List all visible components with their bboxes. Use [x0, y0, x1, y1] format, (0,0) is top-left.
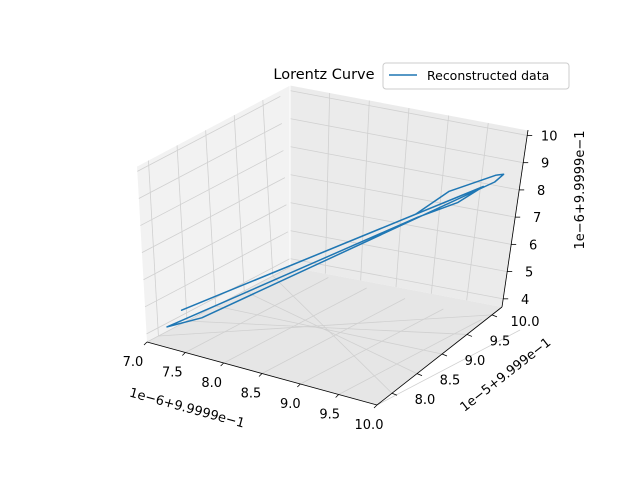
gridline-y-left	[233, 114, 245, 292]
gridline-y-left	[262, 99, 274, 277]
z-axis-label: 1e−6+9.9999e−1	[573, 131, 588, 250]
y-tick-mark	[391, 392, 398, 396]
y-tick-mark	[466, 334, 473, 337]
gridline-z-back	[289, 118, 524, 164]
y-tick-label: 8.5	[440, 374, 461, 389]
tick-labels: 7.07.58.08.59.09.510.08.08.59.09.510.045…	[123, 129, 558, 433]
gridline-z-left	[144, 231, 289, 308]
y-tick-label: 10.0	[511, 315, 540, 330]
x-tick-label: 8.0	[201, 376, 222, 391]
z-tick-label: 10	[541, 129, 558, 144]
chart-title: Lorentz Curve	[273, 67, 374, 83]
gridline-z-left	[140, 150, 284, 226]
gridline-y-left	[148, 159, 159, 337]
pane-edges	[136, 84, 529, 267]
gridline-y	[215, 305, 443, 355]
y-tick-label: 9.5	[490, 334, 511, 349]
z-tick-label: 6	[529, 238, 537, 253]
gridline-y	[244, 290, 418, 375]
ticks	[143, 135, 533, 409]
gridline-x	[376, 329, 521, 406]
z-axis-line	[501, 129, 529, 308]
pane-left	[137, 85, 290, 342]
gridline-y-left	[176, 144, 188, 322]
z-tick-label: 7	[533, 211, 541, 226]
x-axis-label: 1e−6+9.9999e−1	[128, 386, 247, 432]
gridline-z-left	[137, 96, 281, 172]
gridline-y	[158, 314, 493, 337]
gridline-x	[300, 308, 444, 385]
gridline-z-back	[289, 202, 512, 245]
y-tick-label: 8.0	[415, 393, 436, 408]
y-tick-mark	[416, 373, 423, 377]
gridline-z-back	[289, 146, 520, 191]
y-tick-mark	[491, 314, 498, 318]
series-line-reconstructed-data	[166, 173, 505, 328]
gridline-x-back	[324, 92, 331, 274]
z-tick-label: 9	[541, 157, 549, 172]
legend-box	[382, 62, 570, 90]
x-tick-label: 9.5	[319, 408, 340, 423]
y-tick-label: 9.0	[465, 354, 486, 369]
z-tick-label: 4	[521, 293, 529, 308]
gridline-z-back	[289, 230, 508, 272]
gridline-z-left	[138, 123, 283, 199]
x-tick-mark	[143, 341, 148, 346]
y-tick-mark	[441, 353, 448, 357]
z-tick-label: 8	[537, 184, 545, 199]
gridline-x	[338, 319, 482, 395]
gridline-y-left	[205, 129, 217, 307]
x-tick-mark	[220, 362, 224, 367]
x-tick-label: 8.5	[241, 387, 262, 402]
x-tick-mark	[258, 373, 263, 377]
gridline-x	[223, 287, 367, 364]
gridline-z-left	[146, 258, 290, 335]
x-tick-mark	[373, 404, 378, 409]
legend-label: Reconstructed data	[427, 68, 549, 83]
z-tick-label: 5	[525, 266, 533, 281]
gridline-x-back	[395, 107, 410, 288]
x-tick-label: 7.0	[123, 355, 144, 370]
gridline-z-back	[289, 174, 516, 218]
x-tick-mark	[335, 394, 339, 398]
gridline-y	[187, 320, 468, 335]
y-axis-line	[376, 306, 503, 406]
gridline-x-back	[360, 99, 370, 281]
x-tick-mark	[297, 383, 301, 388]
x-tick-mark	[182, 352, 186, 356]
pane-back	[290, 85, 528, 307]
gridline-z-left	[141, 177, 286, 254]
gridline-z-back	[289, 258, 504, 300]
gridline-z-left	[143, 204, 287, 281]
x-tick-label: 7.5	[162, 366, 183, 381]
x-tick-label: 10.0	[355, 418, 384, 433]
gridline-y	[272, 275, 393, 394]
legend: Reconstructed data	[382, 62, 570, 90]
x-tick-label: 9.0	[280, 397, 301, 412]
gridline-x-back	[466, 122, 489, 301]
gridline-z-back	[289, 90, 528, 136]
